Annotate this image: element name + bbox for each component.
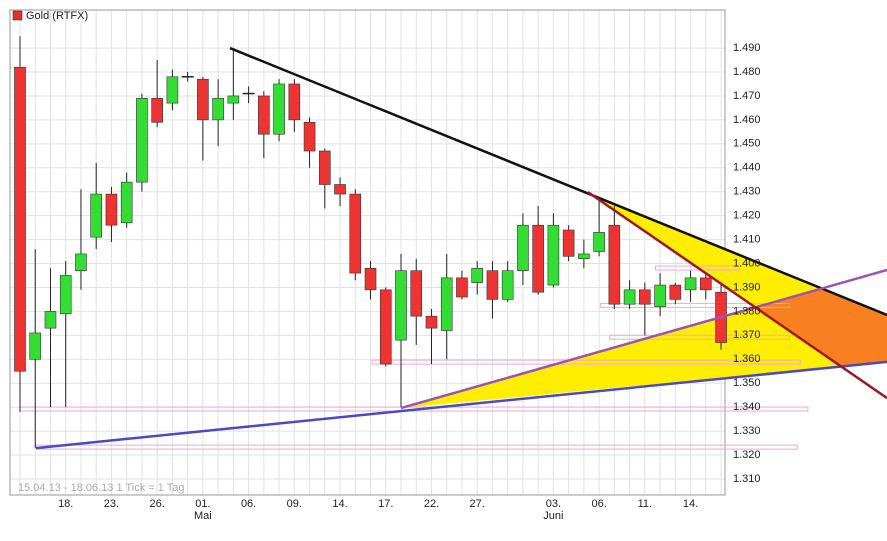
candle-body bbox=[166, 76, 179, 104]
candle-body bbox=[532, 224, 544, 293]
fill-area bbox=[401, 307, 842, 408]
candle-body bbox=[318, 150, 331, 185]
candle-body bbox=[197, 78, 209, 121]
candle-body bbox=[425, 315, 438, 329]
labels: 1.310 1.320 1.330 1.340 1.350 1.360 1.370 1.380… bbox=[58, 42, 760, 522]
y-tick-label: 1.490 bbox=[733, 42, 761, 54]
candle-body bbox=[699, 277, 712, 291]
candle-body bbox=[456, 277, 468, 298]
y-tick-label: 1.410 bbox=[733, 233, 761, 245]
candle-body bbox=[669, 284, 682, 300]
y-tick-label: 1.420 bbox=[733, 210, 761, 222]
x-tick-label: 22. bbox=[424, 498, 439, 510]
candle-body bbox=[120, 181, 133, 224]
candle-body bbox=[44, 311, 57, 329]
candle-body bbox=[349, 193, 362, 274]
trend-lines bbox=[35, 46, 887, 450]
y-tick-label: 1.350 bbox=[733, 377, 761, 389]
x-tick-label: 17. bbox=[378, 498, 393, 510]
y-tick-label: 1.450 bbox=[733, 138, 761, 150]
candle-body bbox=[136, 98, 148, 183]
chart-title: Gold (RTFX) bbox=[26, 10, 88, 22]
x-tick-label: 09. bbox=[287, 498, 302, 510]
y-tick-label: 1.340 bbox=[733, 401, 761, 413]
level-band bbox=[371, 359, 801, 365]
trend-line bbox=[587, 191, 887, 400]
candle-body bbox=[303, 121, 316, 152]
y-tick-label: 1.360 bbox=[733, 353, 761, 365]
x-tick-label: 27. bbox=[470, 498, 485, 510]
candle-body bbox=[14, 66, 26, 372]
candle-body bbox=[639, 289, 651, 305]
candle-body bbox=[486, 270, 499, 300]
x-tick-label: 06. bbox=[241, 498, 256, 510]
candle-body bbox=[59, 275, 72, 315]
y-tick-label: 1.400 bbox=[733, 257, 761, 269]
level-band bbox=[600, 302, 791, 308]
y-tick-label: 1.440 bbox=[733, 162, 761, 174]
candle-body bbox=[212, 98, 224, 121]
x-tick-label: 18. bbox=[58, 498, 73, 510]
trend-line bbox=[400, 268, 887, 410]
candle-body bbox=[471, 267, 484, 283]
candle-body bbox=[440, 277, 453, 331]
candle-body bbox=[608, 224, 621, 305]
month-label: Mai bbox=[194, 510, 212, 522]
candle-body bbox=[501, 270, 514, 300]
y-tick-label: 1.390 bbox=[733, 281, 761, 293]
y-tick-label: 1.370 bbox=[733, 329, 761, 341]
y-tick-label: 1.470 bbox=[733, 90, 761, 102]
candle-body bbox=[410, 270, 423, 317]
month-label: Juni bbox=[543, 510, 563, 522]
candle-body bbox=[90, 193, 102, 238]
candle-body bbox=[578, 253, 590, 260]
y-tick-label: 1.330 bbox=[733, 425, 761, 437]
trend-line bbox=[229, 46, 887, 317]
candle-body bbox=[273, 83, 285, 135]
candle-body bbox=[364, 267, 377, 291]
footer: 15.04.13 - 18.06.13 1 Tick = 1 Tag bbox=[18, 482, 184, 494]
legend-swatch bbox=[12, 10, 23, 21]
candle-body bbox=[623, 289, 636, 305]
x-tick-label: 06. bbox=[591, 498, 606, 510]
candle-body bbox=[75, 253, 87, 271]
y-tick-label: 1.310 bbox=[733, 473, 761, 485]
candle-body bbox=[334, 184, 346, 195]
x-tick-label: 01. bbox=[195, 498, 210, 510]
candle-body bbox=[684, 277, 697, 291]
x-tick-label: 23. bbox=[104, 498, 119, 510]
fill-area bbox=[593, 195, 822, 308]
level-band bbox=[609, 334, 791, 340]
candle-body bbox=[547, 224, 560, 286]
fill-area bbox=[755, 288, 887, 367]
x-tick-label: 14. bbox=[332, 498, 347, 510]
candle-body bbox=[562, 229, 575, 257]
candle-body bbox=[151, 98, 163, 123]
candle-body bbox=[258, 95, 270, 135]
y-tick-label: 1.480 bbox=[733, 66, 761, 78]
y-tick-label: 1.320 bbox=[733, 449, 761, 461]
x-tick-label: 26. bbox=[150, 498, 165, 510]
candle-body bbox=[288, 83, 301, 121]
y-tick-label: 1.380 bbox=[733, 305, 761, 317]
candle-body bbox=[379, 289, 392, 365]
candle-body bbox=[105, 193, 118, 226]
candle-body bbox=[654, 284, 666, 307]
grid bbox=[10, 10, 725, 495]
x-tick-label: 11. bbox=[638, 498, 652, 510]
y-tick-label: 1.430 bbox=[733, 186, 761, 198]
y-tick-label: 1.460 bbox=[733, 114, 761, 126]
candles bbox=[14, 36, 727, 448]
trend-line bbox=[35, 360, 887, 450]
x-tick-label: 03. bbox=[546, 498, 561, 510]
candle-body bbox=[517, 224, 529, 271]
candle-body bbox=[29, 332, 42, 360]
candle-body bbox=[227, 95, 240, 104]
candle-body bbox=[395, 270, 407, 341]
x-tick-label: 14. bbox=[683, 498, 698, 510]
candle-body bbox=[593, 232, 605, 252]
